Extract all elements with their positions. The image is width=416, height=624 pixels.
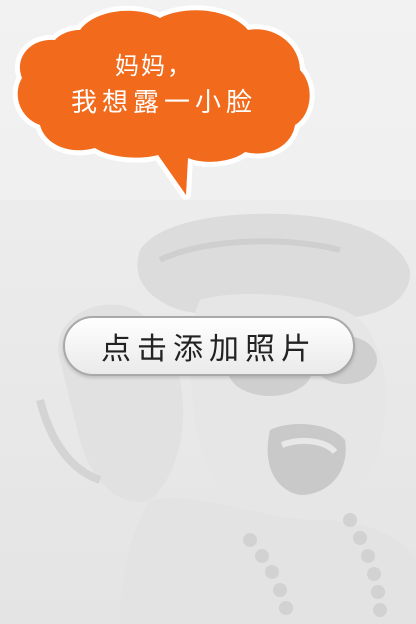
speech-bubble bbox=[12, 5, 315, 200]
bubble-text-line-1: 妈妈， bbox=[115, 52, 193, 80]
add-photo-button[interactable]: 点击添加照片 bbox=[63, 316, 355, 376]
add-photo-button-label: 点击添加照片 bbox=[101, 332, 317, 367]
bubble-text-line-2: 我想露一小脸 bbox=[70, 88, 257, 118]
